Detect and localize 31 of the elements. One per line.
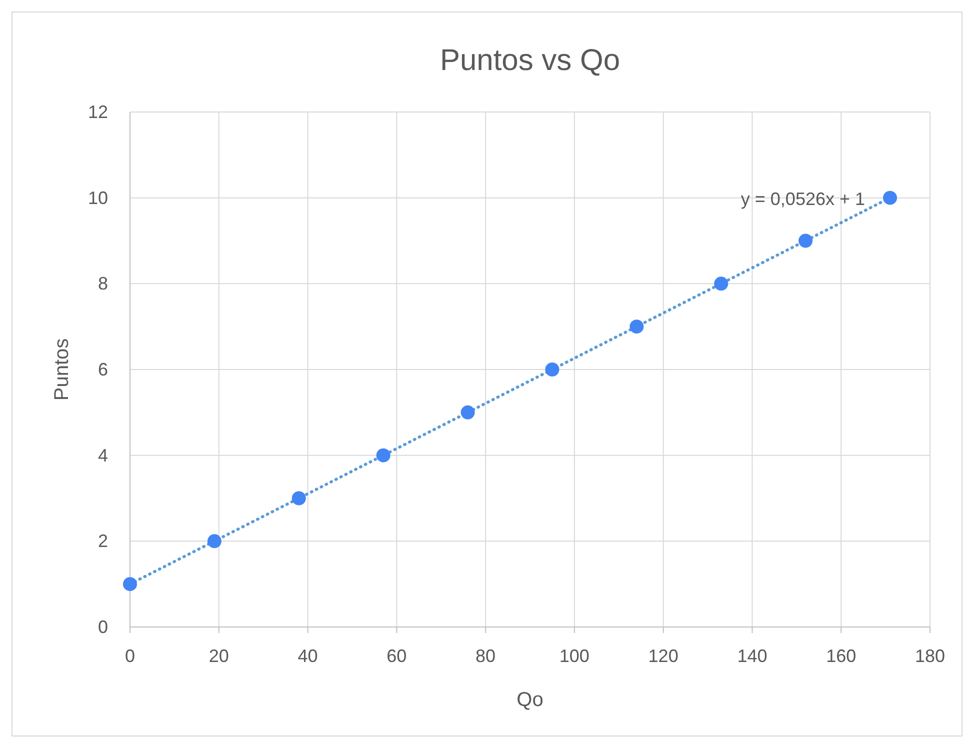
point — [714, 276, 728, 291]
y-tick-label: 6 — [98, 360, 108, 380]
x-tick-label: 0 — [124, 646, 136, 666]
point — [798, 234, 813, 248]
point — [630, 320, 644, 334]
point — [207, 534, 222, 548]
annotation: y = 0,0526x + 1 — [740, 188, 865, 209]
x-axis-title: Qo — [516, 689, 544, 711]
y-tick-label: 4 — [98, 445, 108, 466]
point — [883, 190, 897, 205]
x-tick-label: 120 — [648, 646, 678, 666]
y-tick-label: 0 — [98, 617, 108, 637]
x-tick-label: 180 — [914, 646, 946, 666]
chart-title: Puntos vs Qo — [440, 44, 620, 77]
point — [292, 491, 306, 506]
point — [460, 405, 475, 420]
y-tick-label: 10 — [88, 188, 108, 208]
point — [376, 448, 390, 462]
x-tick-label: 80 — [476, 646, 496, 666]
y-axis-title: Puntos — [51, 338, 73, 401]
x-tick-label: 60 — [386, 646, 407, 666]
y-tick-label: 2 — [98, 531, 108, 552]
x-tick-label: 20 — [208, 646, 229, 666]
y-tick-label: 12 — [88, 102, 108, 122]
point — [123, 577, 137, 592]
point — [545, 362, 560, 376]
y-tick-label: 8 — [98, 274, 108, 294]
x-tick-label: 100 — [559, 646, 590, 666]
x-tick-label: 140 — [737, 646, 768, 666]
x-tick-label: 160 — [826, 646, 856, 666]
x-tick-label: 40 — [298, 646, 318, 666]
